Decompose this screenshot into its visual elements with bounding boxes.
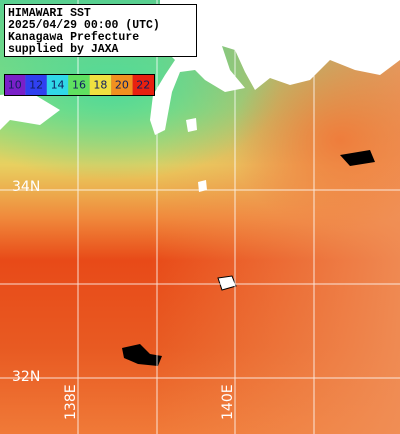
island (217, 275, 237, 291)
legend-label: 14 (51, 79, 65, 92)
island (186, 118, 197, 132)
legend-swatch (68, 74, 90, 95)
island (198, 180, 207, 192)
lat-label: 32N (12, 369, 40, 385)
legend-swatch (46, 74, 69, 95)
lat-label: 34N (12, 179, 40, 195)
header-line: 2025/04/29 00:00 (UTC) (8, 19, 160, 32)
legend-swatch (89, 74, 112, 95)
legend-border (4, 74, 155, 96)
header-line: Kanagawa Prefecture (8, 31, 139, 44)
cloud-mask (340, 150, 375, 166)
legend-label: 22 (136, 79, 150, 92)
legend-swatch (25, 74, 47, 95)
legend: 10 12 14 16 18 20 22 (4, 74, 155, 96)
legend-swatch (4, 74, 26, 95)
cloud-mask (122, 344, 162, 366)
legend-label: 10 (8, 79, 22, 92)
legend-swatch (111, 74, 133, 95)
legend-label: 18 (93, 79, 107, 92)
header-box (4, 4, 197, 57)
legend-swatch (132, 74, 154, 95)
header-line: supplied by JAXA (8, 43, 119, 56)
legend-label: 12 (29, 79, 43, 92)
legend-label: 20 (115, 79, 129, 92)
header-line: HIMAWARI SST (8, 7, 91, 20)
lon-label: 138E (63, 384, 79, 420)
sea-ne (230, 50, 400, 230)
lon-label: 140E (220, 384, 236, 420)
legend-label: 16 (72, 79, 86, 92)
land (0, 92, 60, 130)
land (150, 0, 400, 135)
